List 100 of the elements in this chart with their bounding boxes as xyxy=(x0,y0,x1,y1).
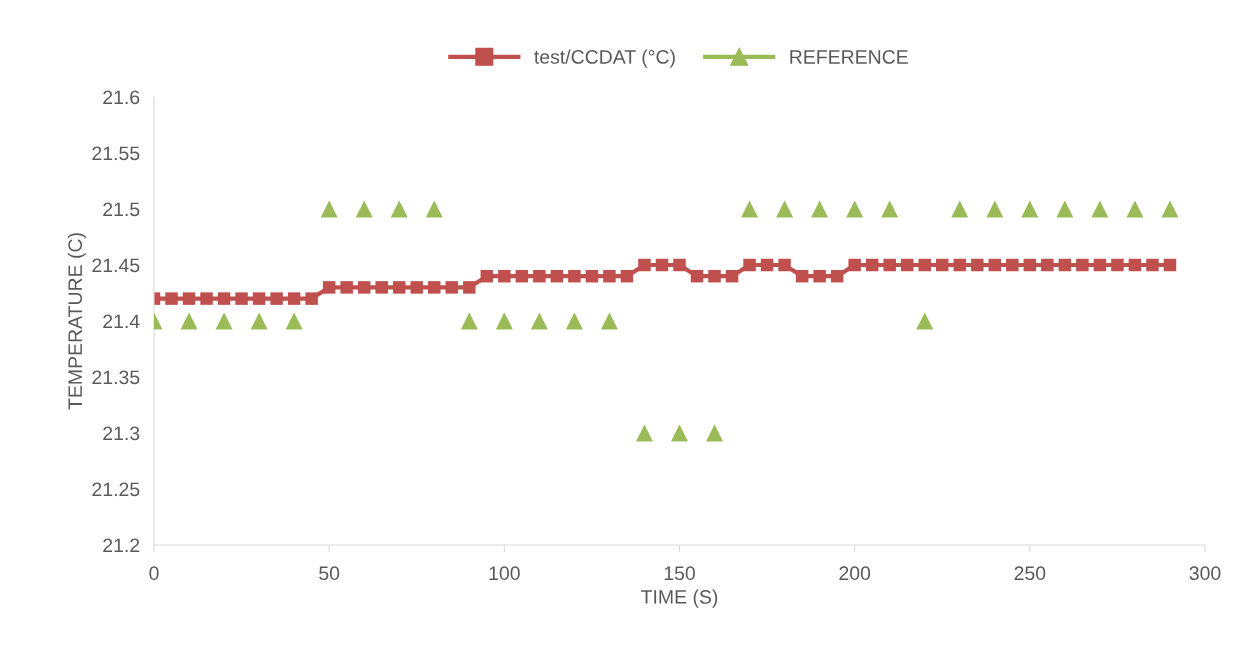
y-tick-label: 21.25 xyxy=(92,482,140,497)
y-tick-label: 21.5 xyxy=(103,202,140,217)
point xyxy=(706,424,724,442)
point xyxy=(463,281,476,294)
point xyxy=(936,258,949,272)
x-tick-label: 0 xyxy=(149,566,159,581)
point xyxy=(778,258,791,272)
point xyxy=(848,258,861,272)
point xyxy=(673,258,686,272)
y-tick-label: 21.2 xyxy=(103,538,140,553)
point xyxy=(565,312,583,330)
point xyxy=(460,312,478,330)
point xyxy=(357,281,371,294)
point xyxy=(776,200,794,218)
x-axis-title: TIME (S) xyxy=(641,589,718,608)
point xyxy=(270,292,283,305)
point xyxy=(287,292,301,305)
point xyxy=(375,281,388,294)
point xyxy=(1091,200,1109,218)
y-tick-label: 21.45 xyxy=(92,258,140,273)
point xyxy=(550,269,564,283)
point xyxy=(1056,200,1074,218)
point xyxy=(215,312,233,330)
point xyxy=(530,312,548,330)
point xyxy=(568,269,581,283)
point xyxy=(1163,258,1177,272)
legend-label: REFERENCE xyxy=(790,50,908,64)
point xyxy=(830,269,844,283)
point xyxy=(900,258,914,272)
point xyxy=(600,312,618,330)
point xyxy=(741,200,759,218)
point xyxy=(1021,200,1039,218)
y-tick-label: 21.3 xyxy=(103,426,140,441)
point xyxy=(480,269,494,283)
point xyxy=(951,200,969,218)
point xyxy=(813,269,826,283)
point xyxy=(986,200,1004,218)
point xyxy=(200,292,213,305)
point xyxy=(635,424,653,442)
point xyxy=(355,200,373,218)
x-tick-label: 300 xyxy=(1189,566,1221,581)
point xyxy=(252,292,266,305)
point xyxy=(918,258,931,272)
x-tick-label: 100 xyxy=(489,566,520,581)
point xyxy=(1041,258,1054,272)
point xyxy=(655,258,669,272)
point xyxy=(795,269,809,283)
legend-label: test/CCDAT (°C) xyxy=(534,49,675,68)
point xyxy=(916,312,934,330)
point xyxy=(971,258,984,272)
point xyxy=(1023,258,1037,272)
point xyxy=(620,269,634,283)
point xyxy=(811,200,829,218)
x-tick-label: 200 xyxy=(839,566,871,581)
point xyxy=(515,269,529,283)
point xyxy=(725,269,739,283)
point xyxy=(182,292,196,305)
point xyxy=(250,312,268,330)
point xyxy=(425,200,443,218)
point xyxy=(390,200,408,218)
x-tick-label: 250 xyxy=(1014,566,1046,581)
point xyxy=(320,200,338,218)
y-axis-title: TEMPERATURE (C) xyxy=(67,233,86,410)
point xyxy=(743,258,756,272)
point xyxy=(1161,200,1179,218)
point xyxy=(690,269,704,283)
y-tick-label: 21.55 xyxy=(92,146,140,161)
point xyxy=(1111,258,1124,272)
point xyxy=(498,269,511,283)
point xyxy=(988,258,1002,272)
point xyxy=(495,312,513,330)
point xyxy=(1076,258,1089,272)
point xyxy=(603,269,616,283)
point xyxy=(392,281,406,294)
point xyxy=(165,292,178,305)
point xyxy=(585,269,599,283)
point xyxy=(1146,258,1159,272)
point xyxy=(883,258,896,272)
point xyxy=(846,200,864,218)
point xyxy=(428,281,441,294)
y-tick-label: 21.4 xyxy=(103,314,140,329)
point xyxy=(708,269,721,283)
point xyxy=(638,258,651,272)
point xyxy=(670,424,689,442)
point xyxy=(533,269,546,283)
point xyxy=(340,281,353,294)
point xyxy=(410,281,423,294)
y-tick-label: 21.35 xyxy=(92,370,140,385)
point xyxy=(1006,258,1019,272)
y-tick-label: 21.6 xyxy=(103,90,140,105)
x-tick-label: 150 xyxy=(664,566,695,581)
point xyxy=(1126,200,1144,218)
point xyxy=(180,312,198,330)
point xyxy=(1093,258,1107,272)
point xyxy=(881,200,899,218)
point xyxy=(1058,258,1072,272)
point xyxy=(235,292,248,305)
point xyxy=(1128,258,1142,272)
point xyxy=(305,292,318,305)
point xyxy=(217,292,231,305)
